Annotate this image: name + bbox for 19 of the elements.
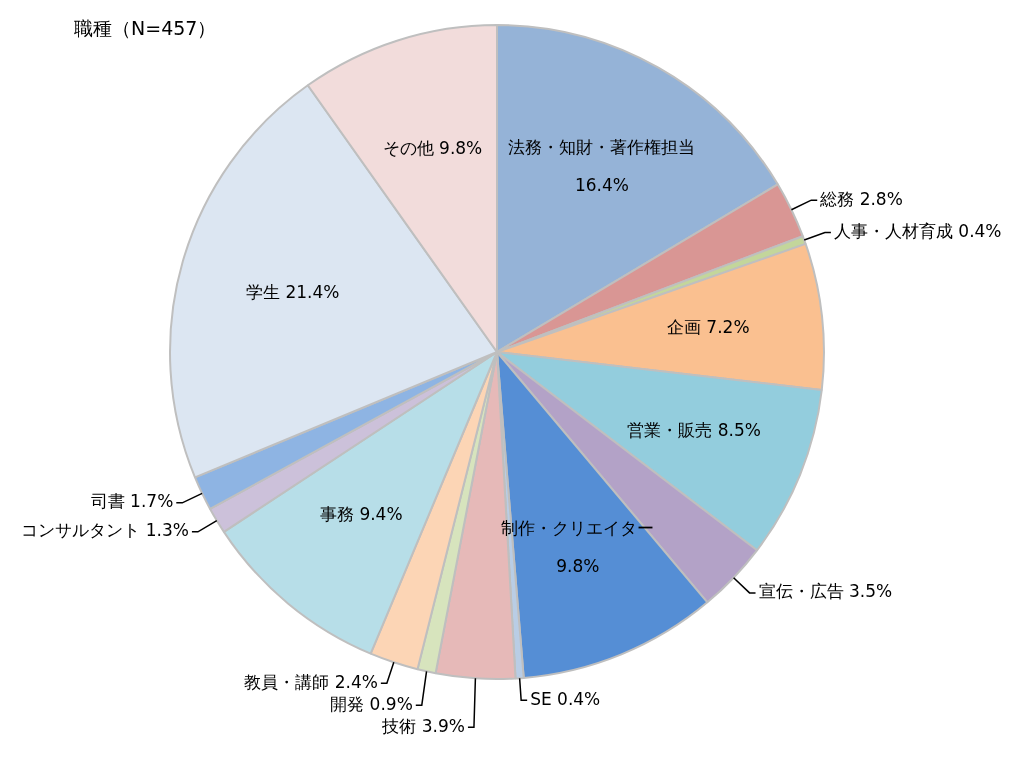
slice-label: 教員・講師 2.4% [244, 671, 378, 692]
slice-label: 企画 7.2% [666, 317, 750, 338]
slice-label: 人事・人材育成 0.4% [833, 220, 1002, 241]
slice-label: その他 9.8% [382, 137, 483, 158]
slice-label: SE 0.4% [530, 688, 601, 709]
chart-title: 職種（N=457） [74, 16, 217, 41]
slice-label: 事務 9.4% [319, 504, 403, 525]
data-label: 16.4% [574, 174, 629, 195]
slice-label: 宣伝・広告 3.5% [758, 581, 893, 602]
slice-label: 法務・知財・著作権担当 [508, 136, 696, 157]
slice-label: 総務 2.8% [819, 188, 903, 209]
slice-label: 技術 3.9% [381, 715, 465, 736]
slice-label: 開発 0.9% [330, 693, 413, 714]
slice-label: 営業・販売 8.5% [627, 420, 761, 441]
data-label: 9.8% [556, 555, 600, 576]
slice-label: 学生 21.4% [246, 281, 340, 302]
slice-label: 制作・クリエイター [501, 517, 655, 538]
slice-label: コンサルタント 1.3% [21, 520, 189, 541]
slice-label: 司書 1.7% [90, 491, 174, 512]
